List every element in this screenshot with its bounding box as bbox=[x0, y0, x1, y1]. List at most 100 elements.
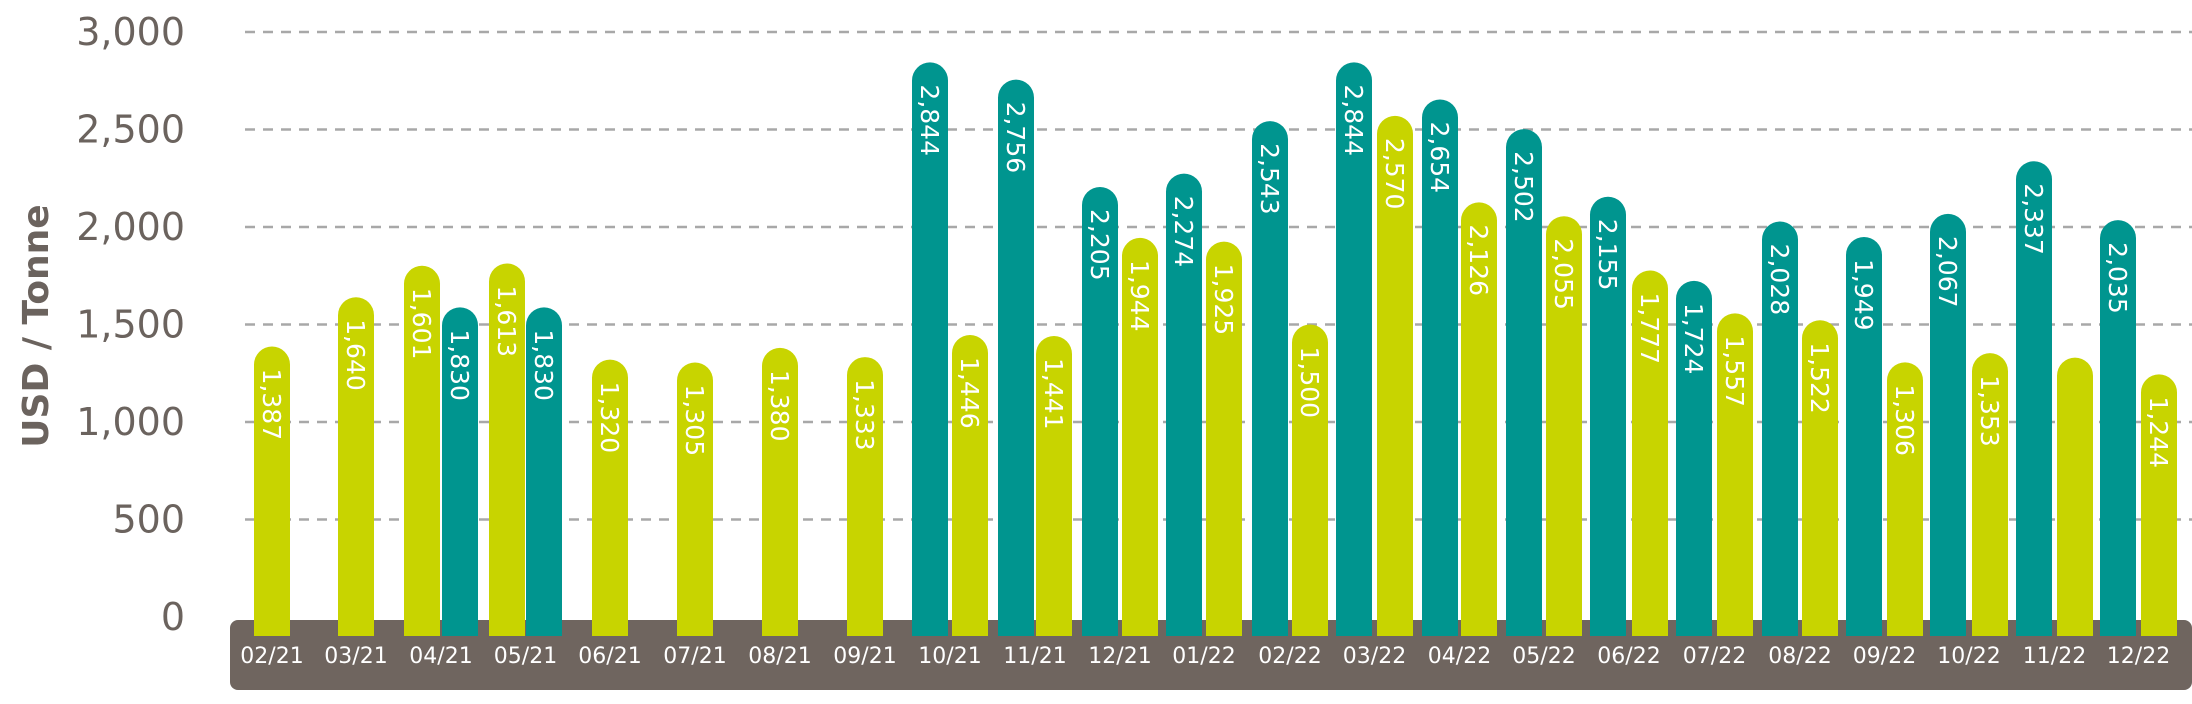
bar-green-label: 1,305 bbox=[680, 385, 709, 457]
bar-teal bbox=[1082, 187, 1118, 636]
bar-green-label: 2,570 bbox=[1380, 138, 1409, 210]
bar-teal bbox=[1336, 62, 1372, 637]
bar-teal bbox=[2100, 220, 2136, 636]
y-tick-label: 2,500 bbox=[76, 108, 185, 152]
x-tick-label: 06/21 bbox=[578, 644, 641, 669]
bar-green bbox=[952, 335, 988, 636]
bar-green-label: 1,500 bbox=[1295, 347, 1324, 419]
bar-green-label: 1,387 bbox=[257, 369, 286, 441]
bar-green bbox=[254, 346, 290, 636]
y-tick-label: 1,500 bbox=[76, 303, 185, 347]
x-tick-label: 04/22 bbox=[1428, 644, 1491, 669]
bar-teal bbox=[1252, 121, 1288, 637]
bar-green bbox=[592, 359, 628, 636]
bar-green-label: 2,126 bbox=[1464, 224, 1493, 296]
bar-teal bbox=[998, 79, 1034, 636]
bar-green bbox=[1377, 115, 1413, 637]
bar-green bbox=[1206, 241, 1242, 637]
bar-green bbox=[1546, 216, 1582, 636]
bar-teal-label: 2,155 bbox=[1593, 219, 1622, 291]
bar-green-label: 1,333 bbox=[850, 379, 879, 451]
bar-green bbox=[1632, 270, 1668, 636]
bar-green-label: 1,446 bbox=[955, 357, 984, 429]
x-tick-label: 05/21 bbox=[494, 644, 557, 669]
bar-teal-label: 2,067 bbox=[1933, 236, 1962, 308]
x-tick-label: 07/22 bbox=[1683, 644, 1746, 669]
x-tick-label: 05/22 bbox=[1512, 644, 1575, 669]
bar-teal-label: 2,205 bbox=[1085, 209, 1114, 281]
bar-green-label: 1,925 bbox=[1209, 264, 1238, 336]
bar-teal bbox=[526, 307, 562, 636]
bar-green-label: 1,522 bbox=[1805, 342, 1834, 414]
y-axis-label: USD / Tonne bbox=[16, 204, 57, 447]
x-tick-label: 03/21 bbox=[324, 644, 387, 669]
x-tick-label: 06/22 bbox=[1597, 644, 1660, 669]
x-tick-label: 08/21 bbox=[748, 644, 811, 669]
x-tick-label: 01/22 bbox=[1172, 644, 1235, 669]
x-tick-label: 11/22 bbox=[2023, 644, 2086, 669]
bar-teal-label: 2,543 bbox=[1255, 143, 1284, 215]
bar-green bbox=[404, 265, 440, 636]
bar-green-label: 1,306 bbox=[1890, 384, 1919, 456]
x-tick-label: 12/22 bbox=[2107, 644, 2170, 669]
y-tick-label: 1,000 bbox=[76, 400, 185, 444]
bar-green-label: 1,601 bbox=[407, 288, 436, 360]
bar-teal bbox=[1846, 236, 1882, 636]
bar-green bbox=[2057, 357, 2093, 636]
bar-teal-label: 2,028 bbox=[1765, 244, 1794, 316]
bar-teal-label: 2,274 bbox=[1169, 196, 1198, 268]
bar-teal bbox=[1166, 173, 1202, 636]
bar-teal-label: 1,949 bbox=[1849, 259, 1878, 331]
bar-green bbox=[1036, 336, 1072, 636]
x-tick-label: 10/21 bbox=[918, 644, 981, 669]
bar-green bbox=[847, 357, 883, 636]
bar-teal bbox=[2016, 161, 2052, 636]
bar-teal bbox=[1930, 213, 1966, 636]
bar-green bbox=[338, 297, 374, 636]
x-tick-label: 07/21 bbox=[663, 644, 726, 669]
bar-green-label: 1,320 bbox=[595, 382, 624, 454]
bar-teal-label: 1,830 bbox=[529, 329, 558, 401]
bar-teal-label: 1,724 bbox=[1679, 303, 1708, 375]
bar-teal-label: 2,502 bbox=[1509, 151, 1538, 223]
bar-green-label: 1,777 bbox=[1635, 292, 1664, 364]
bar-green bbox=[1292, 324, 1328, 636]
bar-green bbox=[2141, 374, 2177, 636]
y-tick-label: 2,000 bbox=[76, 205, 185, 249]
bar-green bbox=[489, 263, 525, 636]
bar-green-label: 1,640 bbox=[341, 319, 370, 391]
x-tick-label: 09/22 bbox=[1853, 644, 1916, 669]
x-tick-label: 02/21 bbox=[240, 644, 303, 669]
bar-green-label: 2,055 bbox=[1549, 238, 1578, 310]
bar-green-label: 1,353 bbox=[1975, 375, 2004, 447]
bar-teal bbox=[1506, 129, 1542, 637]
bar-green-label: 1,244 bbox=[2144, 396, 2173, 468]
bar-teal-label: 2,654 bbox=[1425, 121, 1454, 193]
bar-teal-label: 2,844 bbox=[1339, 84, 1368, 156]
x-axis: 02/21 03/21 04/21 05/21 06/21 07/21 08/21 09/21… bbox=[240, 644, 2170, 669]
bar-teal-label: 2,337 bbox=[2019, 183, 2048, 255]
x-tick-label: 11/21 bbox=[1003, 644, 1066, 669]
bar-green bbox=[762, 347, 798, 636]
bar-teal-label: 2,756 bbox=[1001, 102, 1030, 174]
bar-green bbox=[677, 362, 713, 636]
bar-teal bbox=[1762, 221, 1798, 637]
bar-teal bbox=[1422, 99, 1458, 637]
bar-teal-label: 2,844 bbox=[915, 84, 944, 156]
y-tick-label: 3,000 bbox=[76, 10, 185, 54]
y-tick-label: 500 bbox=[112, 498, 185, 542]
x-tick-label: 04/21 bbox=[409, 644, 472, 669]
x-tick-label: 09/21 bbox=[833, 644, 896, 669]
bar-green bbox=[1717, 313, 1753, 636]
x-tick-label: 02/22 bbox=[1258, 644, 1321, 669]
bar-green-label: 1,441 bbox=[1039, 358, 1068, 430]
bar-green bbox=[1887, 362, 1923, 636]
bar-green bbox=[1972, 353, 2008, 636]
bar-teal bbox=[912, 62, 948, 637]
x-tick-label: 10/22 bbox=[1937, 644, 2000, 669]
bar-green bbox=[1461, 202, 1497, 636]
x-tick-label: 12/21 bbox=[1088, 644, 1151, 669]
x-tick-label: 08/22 bbox=[1768, 644, 1831, 669]
bar-teal bbox=[442, 307, 478, 636]
